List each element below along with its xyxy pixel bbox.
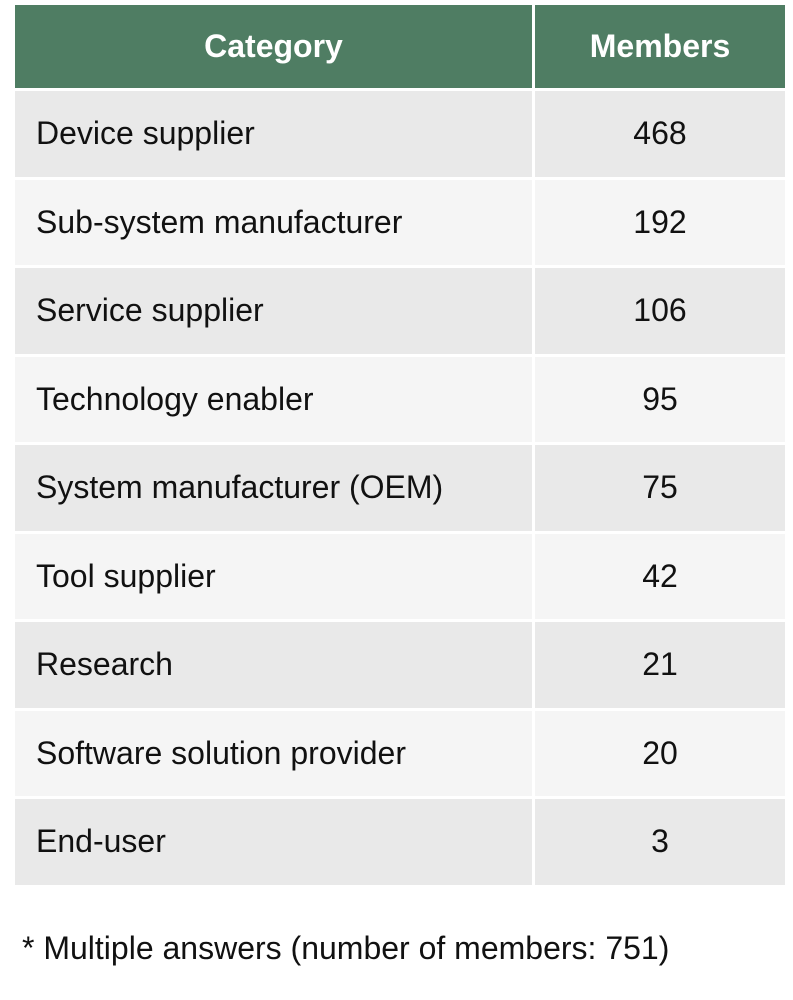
category-cell: System manufacturer (OEM) bbox=[15, 445, 532, 531]
category-cell: Technology enabler bbox=[15, 356, 532, 442]
category-cell: Sub-system manufacturer bbox=[15, 179, 532, 265]
header-cell: Category bbox=[15, 5, 532, 88]
category-cell: Device supplier bbox=[15, 91, 532, 177]
footnote: * Multiple answers (number of members: 7… bbox=[22, 930, 670, 966]
category-cell: End-user bbox=[15, 799, 532, 885]
members-cell: 468 bbox=[535, 91, 785, 177]
category-cell: Service supplier bbox=[15, 268, 532, 354]
table: Category Members Device supplier 468 Sub-sys… bbox=[15, 5, 785, 885]
members-cell: 75 bbox=[535, 445, 785, 531]
header-cell: Members bbox=[535, 5, 785, 88]
category-cell: Software solution provider bbox=[15, 710, 532, 796]
members-cell: 95 bbox=[535, 356, 785, 442]
category-cell: Research bbox=[15, 622, 532, 708]
members-cell: 42 bbox=[535, 533, 785, 619]
members-cell: 192 bbox=[535, 179, 785, 265]
members-cell: 20 bbox=[535, 710, 785, 796]
members-cell: 3 bbox=[535, 799, 785, 885]
category-cell: Tool supplier bbox=[15, 533, 532, 619]
members-cell: 106 bbox=[535, 268, 785, 354]
members-cell: 21 bbox=[535, 622, 785, 708]
